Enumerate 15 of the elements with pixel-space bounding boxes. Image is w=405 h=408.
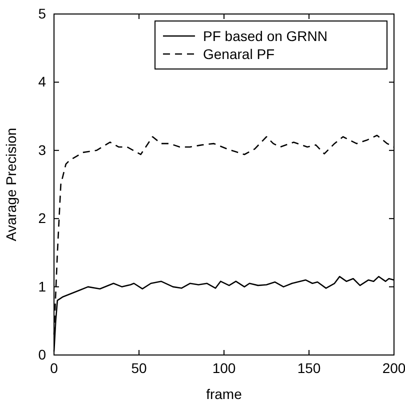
legend-label: PF based on GRNN — [203, 28, 328, 44]
y-axis-title: Avarage Precision — [3, 128, 19, 242]
x-tick-label: 50 — [131, 360, 147, 376]
y-tick-label: 0 — [38, 346, 46, 362]
legend-label: Genaral PF — [203, 46, 275, 62]
x-tick-label: 150 — [297, 360, 321, 376]
x-tick-label: 0 — [50, 360, 58, 376]
y-tick-label: 4 — [38, 74, 46, 90]
y-tick-label: 5 — [38, 5, 46, 22]
x-tick-label: 100 — [212, 360, 236, 376]
y-tick-label: 1 — [38, 278, 46, 294]
x-tick-label: 200 — [382, 360, 405, 376]
y-tick-label: 3 — [38, 142, 46, 158]
x-axis-title: frame — [206, 386, 242, 402]
y-tick-label: 2 — [38, 210, 46, 226]
